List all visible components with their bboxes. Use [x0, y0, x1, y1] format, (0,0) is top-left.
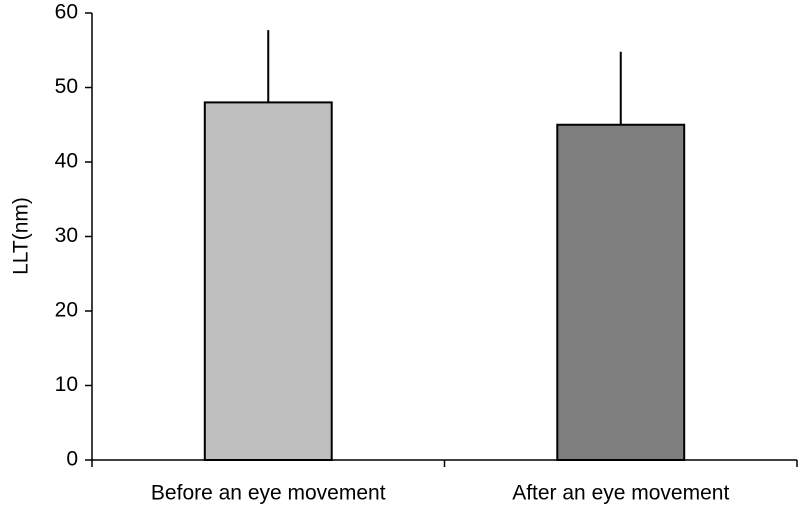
y-tick-label: 60: [55, 1, 78, 24]
y-tick-label: 40: [55, 150, 78, 173]
bar: [556, 123, 686, 461]
y-tick-label: 30: [55, 224, 78, 247]
y-tick-label: 0: [66, 448, 78, 471]
x-tick-label: After an eye movement: [512, 482, 729, 505]
y-tick-label: 50: [55, 75, 78, 98]
y-tick-label: 10: [55, 373, 78, 396]
x-tick-label: Before an eye movement: [151, 482, 386, 505]
y-axis-label: LLT(nm): [10, 197, 33, 275]
bar: [203, 101, 333, 462]
y-tick-label: 20: [55, 299, 78, 322]
